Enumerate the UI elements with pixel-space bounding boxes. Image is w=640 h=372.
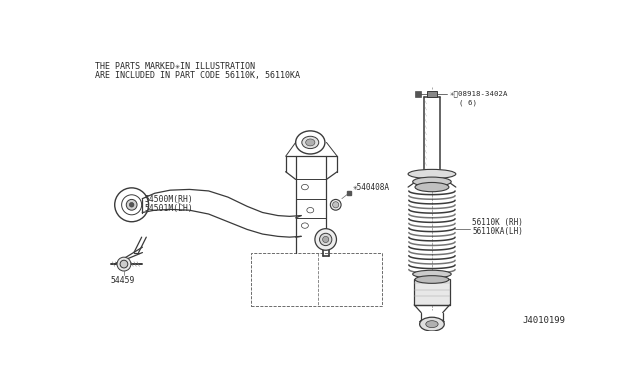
Circle shape (323, 236, 329, 243)
Circle shape (126, 199, 137, 210)
Circle shape (319, 233, 332, 246)
Circle shape (117, 257, 131, 271)
Bar (414, 279, 450, 305)
Circle shape (330, 199, 341, 210)
Text: J4010199: J4010199 (522, 316, 565, 325)
Bar (427, 91, 437, 97)
Text: ( 6): ( 6) (459, 99, 477, 106)
Ellipse shape (408, 169, 456, 179)
Text: ARE INCLUDED IN PART CODE 56110K, 56110KA: ARE INCLUDED IN PART CODE 56110K, 56110K… (95, 71, 300, 80)
Text: ✳540408A: ✳540408A (353, 183, 390, 192)
Ellipse shape (302, 136, 319, 148)
Text: 56110KA(LH): 56110KA(LH) (472, 227, 523, 235)
Text: THE PARTS MARKED✳IN ILLUSTRATION: THE PARTS MARKED✳IN ILLUSTRATION (95, 62, 255, 71)
Ellipse shape (426, 321, 438, 328)
Circle shape (333, 202, 339, 208)
Ellipse shape (413, 177, 451, 186)
Circle shape (129, 202, 134, 207)
Text: ✳Ⓣ08918-3402A: ✳Ⓣ08918-3402A (450, 91, 508, 97)
Text: 56110K (RH): 56110K (RH) (472, 218, 523, 227)
Ellipse shape (415, 183, 449, 192)
Text: 54501M(LH): 54501M(LH) (145, 204, 193, 213)
Text: 54459: 54459 (110, 276, 134, 285)
Circle shape (120, 260, 128, 268)
Ellipse shape (415, 276, 449, 283)
Bar (415, 91, 421, 97)
Ellipse shape (306, 139, 315, 146)
Circle shape (315, 229, 337, 250)
Ellipse shape (413, 270, 451, 278)
Bar (251, 253, 382, 307)
Ellipse shape (420, 317, 444, 331)
Text: 54500M(RH): 54500M(RH) (145, 195, 193, 204)
